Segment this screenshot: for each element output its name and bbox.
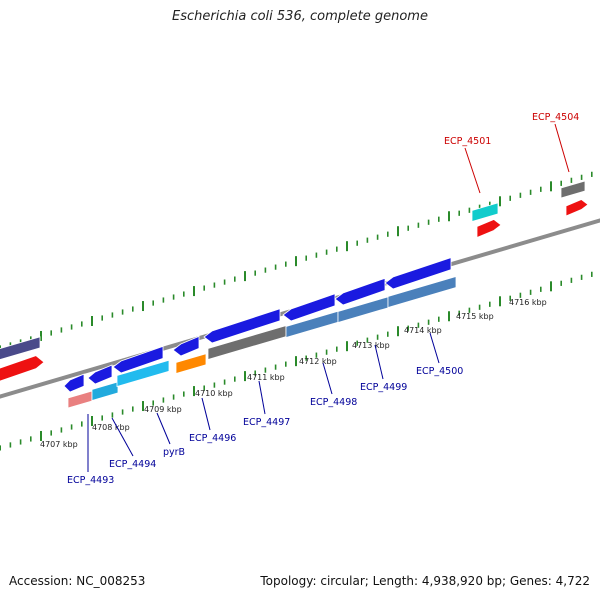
gene-arrow[interactable]	[67, 390, 93, 409]
gene-arrow[interactable]	[565, 199, 589, 217]
topology-text: Topology: circular; Length: 4,938,920 bp…	[260, 574, 590, 588]
gene-arrow[interactable]	[471, 202, 499, 223]
gene-label[interactable]: pyrB	[163, 447, 185, 458]
scale-label: 4711 kbp	[247, 373, 285, 382]
label-leader-line	[258, 380, 266, 415]
gene-arrow[interactable]	[384, 257, 452, 290]
scale-label: 4708 kbp	[92, 423, 130, 432]
scale-label: 4712 kbp	[299, 357, 337, 366]
gene-label[interactable]: ECP_4494	[109, 459, 156, 470]
scale-label: 4713 kbp	[352, 341, 390, 350]
gene-arrow[interactable]	[91, 381, 119, 402]
gene-label[interactable]: ECP_4504	[532, 112, 579, 123]
gene-arrow[interactable]	[203, 308, 281, 344]
upper-tick-track	[0, 171, 593, 351]
gene-labels: ECP_4493 ECP_4494 pyrB ECP_4496 ECP_4497 ECP_…	[67, 112, 579, 486]
gene-label[interactable]: ECP_4501	[444, 136, 491, 147]
map-title: Escherichia coli 536, complete genome	[172, 9, 428, 24]
gene-label[interactable]: ECP_4498	[310, 397, 357, 408]
gene-label[interactable]: ECP_4493	[67, 475, 114, 486]
gene-arrow[interactable]	[87, 364, 113, 385]
gene-arrow[interactable]	[560, 180, 586, 199]
gene-arrow[interactable]	[0, 355, 45, 385]
label-leader-line	[464, 147, 481, 194]
label-leader-line	[322, 362, 333, 395]
gene-arrow[interactable]	[282, 293, 336, 322]
gene-arrow[interactable]	[476, 218, 502, 239]
label-leader-line	[111, 417, 134, 457]
gene-arrow[interactable]	[116, 359, 170, 388]
gene-arrow[interactable]	[387, 276, 457, 309]
accession-text: Accession: NC_008253	[9, 574, 146, 588]
label-leader-line	[201, 397, 211, 431]
scale-label: 4714 kbp	[404, 326, 442, 335]
gene-arrow[interactable]	[175, 353, 207, 375]
scale-label: 4709 kbp	[144, 405, 182, 414]
scale-label: 4707 kbp	[40, 440, 78, 449]
gene-arrow[interactable]	[0, 336, 41, 363]
gene-arrow[interactable]	[334, 277, 386, 306]
scale-label: 4715 kbp	[456, 312, 494, 321]
scale-labels: 4707 kbp 4708 kbp 4709 kbp 4710 kbp 4711 kbp…	[40, 298, 547, 449]
label-leader-line	[374, 344, 384, 380]
gene-label[interactable]: ECP_4496	[189, 433, 236, 444]
label-leader-line	[429, 332, 440, 364]
scale-label: 4716 kbp	[509, 298, 547, 307]
gene-arrow[interactable]	[172, 335, 200, 357]
gene-features[interactable]	[0, 180, 589, 409]
gene-arrow[interactable]	[112, 345, 164, 374]
scale-label: 4710 kbp	[195, 389, 233, 398]
gene-arrow[interactable]	[63, 373, 85, 393]
label-leader-line	[554, 123, 570, 173]
gene-label[interactable]: ECP_4500	[416, 366, 463, 377]
gene-label[interactable]: ECP_4499	[360, 382, 407, 393]
lower-tick-track	[0, 271, 593, 451]
gene-label[interactable]: ECP_4497	[243, 417, 290, 428]
label-leader-line	[156, 412, 171, 445]
